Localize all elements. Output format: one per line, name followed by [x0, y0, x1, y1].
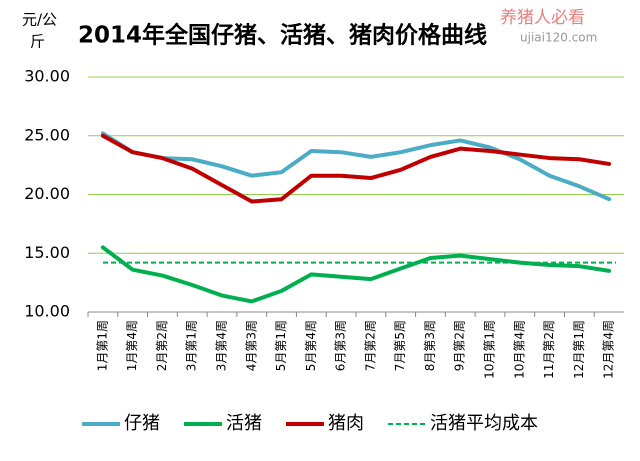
y-tick-label: 10.00	[24, 302, 70, 321]
x-tick-label: 3月第4周	[215, 320, 229, 371]
x-tick-label: 10月第4周	[512, 320, 526, 379]
watermark: 养猪人必看	[500, 8, 585, 28]
x-tick-label: 5月第1周	[274, 320, 288, 371]
legend-label: 活猪平均成本	[430, 413, 538, 434]
x-tick-label: 4月第3周	[244, 320, 258, 371]
y-tick-label: 20.00	[24, 184, 70, 203]
series-line	[100, 131, 612, 202]
x-tick-label: 12月第4周	[602, 320, 616, 379]
x-tick-label: 7月第5周	[393, 320, 407, 371]
watermark: ujiai120.com	[520, 31, 597, 45]
legend-label: 仔猪	[124, 413, 160, 434]
x-tick-label: 2月第2周	[155, 320, 169, 371]
x-tick-label: 5月第4周	[304, 320, 318, 371]
x-tick-label: 9月第2周	[453, 320, 467, 371]
y-tick-label: 15.00	[24, 243, 70, 262]
x-tick-label: 10月第1周	[483, 320, 497, 379]
legend-label: 活猪	[226, 413, 262, 434]
y-tick-label: 30.00	[24, 67, 70, 86]
y-tick-label: 25.00	[24, 125, 70, 144]
x-tick-label: 1月第1周	[95, 320, 109, 371]
legend-label: 猪肉	[328, 413, 364, 434]
y-axis-label: 斤	[30, 33, 45, 51]
y-axis-label: 元/公	[22, 11, 57, 29]
x-tick-label: 8月第3周	[423, 320, 437, 371]
x-tick-label: 6月第3周	[334, 320, 348, 371]
x-tick-label: 3月第1周	[185, 320, 199, 371]
series-line	[100, 133, 612, 204]
x-tick-label: 7月第2周	[363, 320, 377, 371]
chart-title: 2014年全国仔猪、活猪、猪肉价格曲线	[78, 22, 487, 49]
x-tick-label: 12月第1周	[572, 320, 586, 379]
x-tick-label: 1月第4周	[125, 320, 139, 371]
series-line	[100, 245, 612, 304]
x-tick-label: 11月第2周	[542, 320, 556, 379]
